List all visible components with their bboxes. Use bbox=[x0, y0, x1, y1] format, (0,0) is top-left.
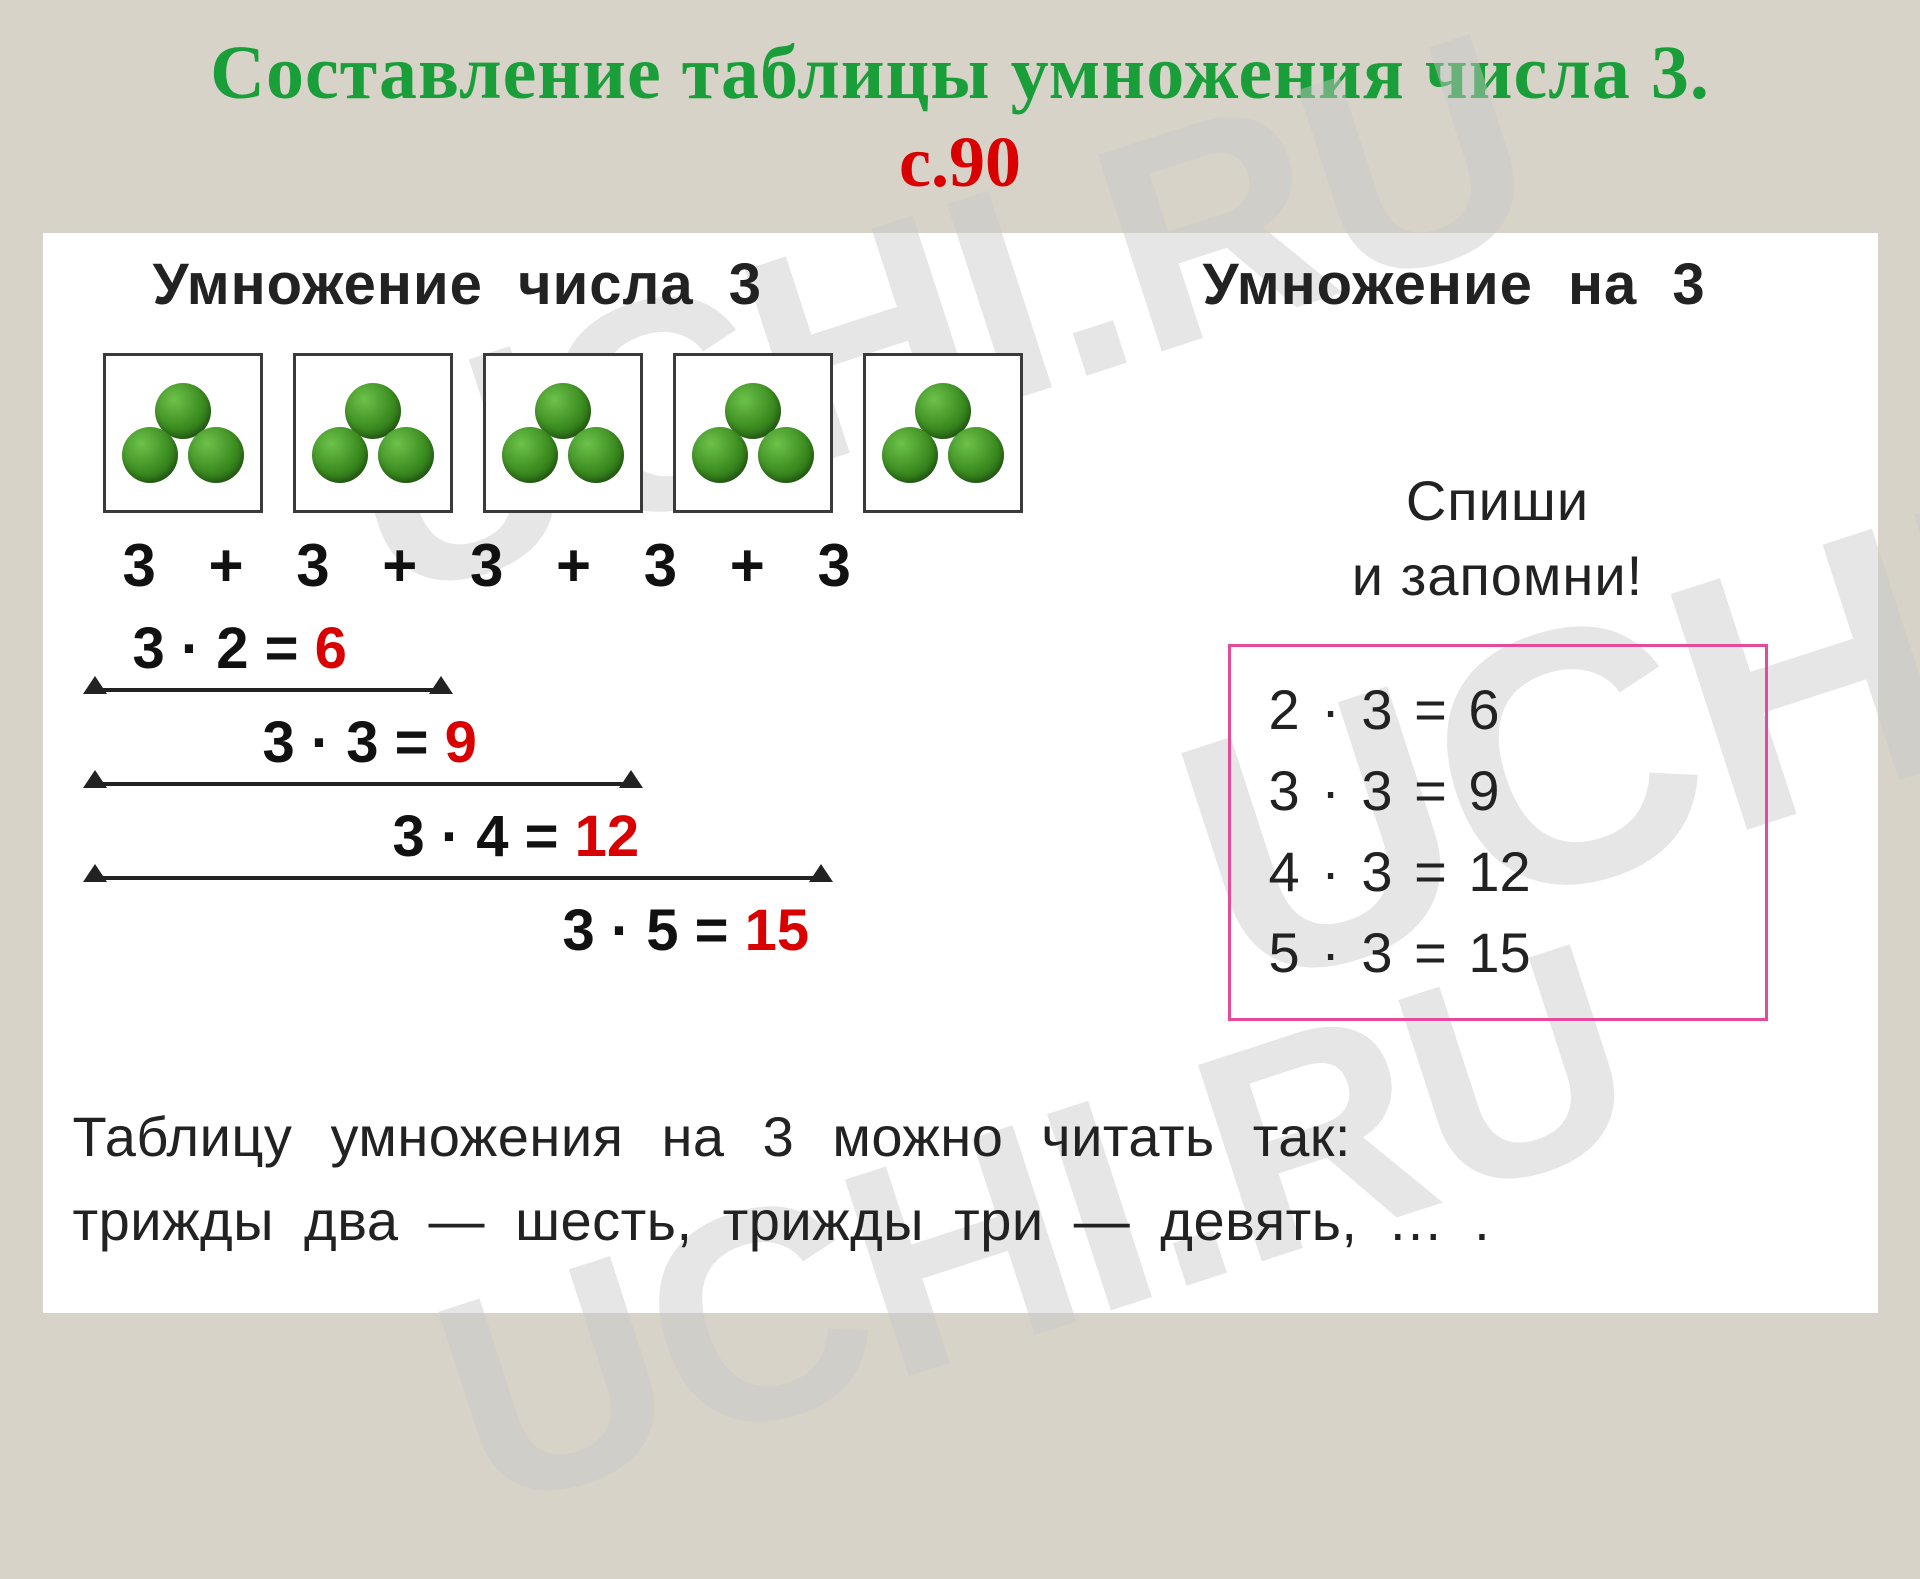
bottom-explanation: Таблицу умножения на 3 можно читать так:… bbox=[73, 1095, 1848, 1263]
dot-box bbox=[293, 353, 453, 513]
bracket-bar bbox=[93, 688, 443, 692]
dot-icon bbox=[568, 427, 624, 483]
mult-equation: 3 · 3 = 9 bbox=[263, 709, 477, 776]
mult-answer: 12 bbox=[575, 804, 640, 869]
mult-lhs: 3 · 5 = bbox=[563, 898, 745, 963]
content-panel: UCHI.RU UCHI.RU UCHI.RU Умножение числа … bbox=[43, 233, 1878, 1313]
dot-icon bbox=[882, 427, 938, 483]
dot-icon bbox=[502, 427, 558, 483]
dot-box bbox=[863, 353, 1023, 513]
instruction-line-1: Спиши bbox=[1173, 463, 1823, 539]
panel-headings: Умножение числа 3 Умножение на 3 bbox=[83, 251, 1838, 318]
dot-box bbox=[103, 353, 263, 513]
mult-lhs: 3 · 4 = bbox=[393, 804, 575, 869]
table-row: 5 · 3 = 15 bbox=[1269, 912, 1727, 993]
dot-icon bbox=[188, 427, 244, 483]
dot-icon bbox=[312, 427, 368, 483]
mult-line: 3 · 3 = 9 bbox=[93, 702, 1093, 796]
dot-icon bbox=[378, 427, 434, 483]
mult-answer: 9 bbox=[445, 710, 477, 775]
times-table-box: 2 · 3 = 63 · 3 = 94 · 3 = 125 · 3 = 15 bbox=[1228, 644, 1768, 1021]
dot-icon bbox=[948, 427, 1004, 483]
multiplication-brackets: 3 · 2 = 6 3 · 3 = 9 3 · 4 = 12 3 · 5 = 15 bbox=[93, 608, 1093, 984]
heading-left: Умножение числа 3 bbox=[153, 252, 763, 317]
mult-line: 3 · 5 = 15 bbox=[93, 890, 1093, 984]
bracket-bar bbox=[93, 782, 633, 786]
dot-icon bbox=[122, 427, 178, 483]
table-row: 3 · 3 = 9 bbox=[1269, 750, 1727, 831]
dot-box bbox=[673, 353, 833, 513]
dot-icon bbox=[758, 427, 814, 483]
bottom-line-1: Таблицу умножения на 3 можно читать так: bbox=[73, 1095, 1848, 1179]
mult-equation: 3 · 2 = 6 bbox=[133, 615, 347, 682]
dot-icon bbox=[692, 427, 748, 483]
left-column: 3 + 3 + 3 + 3 + 3 3 · 2 = 63 · 3 = 93 · … bbox=[93, 353, 1093, 984]
instruction-text: Спиши и запомни! bbox=[1173, 463, 1823, 614]
table-row: 2 · 3 = 6 bbox=[1269, 669, 1727, 750]
mult-lhs: 3 · 3 = bbox=[263, 710, 445, 775]
mult-equation: 3 · 5 = 15 bbox=[563, 897, 810, 964]
mult-line: 3 · 4 = 12 bbox=[93, 796, 1093, 890]
right-column: Спиши и запомни! 2 · 3 = 63 · 3 = 94 · 3… bbox=[1173, 463, 1823, 1021]
page-subtitle: с.90 bbox=[40, 123, 1880, 202]
table-row: 4 · 3 = 12 bbox=[1269, 831, 1727, 912]
mult-answer: 15 bbox=[745, 898, 810, 963]
dot-box bbox=[483, 353, 643, 513]
heading-right: Умножение на 3 bbox=[1203, 252, 1706, 317]
dot-box-row bbox=[103, 353, 1093, 513]
instruction-line-2: и запомни! bbox=[1173, 538, 1823, 614]
mult-lhs: 3 · 2 = bbox=[133, 616, 315, 681]
page-title: Составление таблицы умножения числа 3. bbox=[40, 30, 1880, 117]
mult-equation: 3 · 4 = 12 bbox=[393, 803, 640, 870]
bottom-line-2: трижды два — шесть, трижды три — девять,… bbox=[73, 1179, 1848, 1263]
mult-line: 3 · 2 = 6 bbox=[93, 608, 1093, 702]
mult-answer: 6 bbox=[315, 616, 347, 681]
bracket-bar bbox=[93, 876, 823, 880]
repeated-addition: 3 + 3 + 3 + 3 + 3 bbox=[123, 531, 1093, 600]
